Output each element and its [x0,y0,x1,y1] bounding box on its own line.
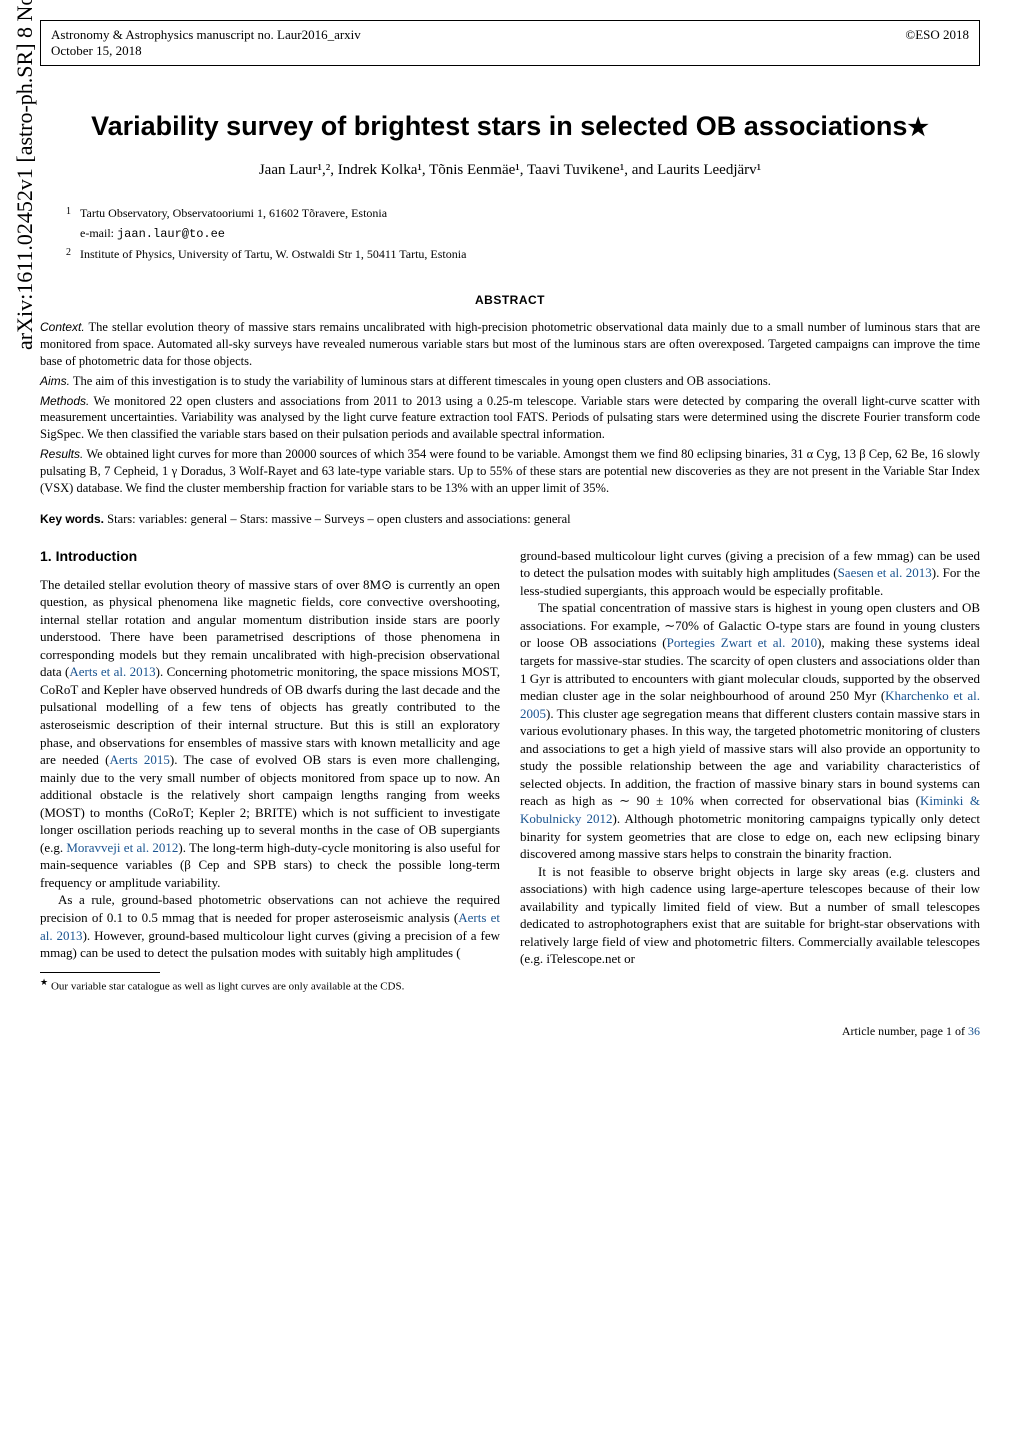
para-4: It is not feasible to observe bright obj… [520,863,980,968]
aims-label: Aims. [40,374,70,388]
affiliation-email: e-mail: jaan.laur@to.ee [80,224,980,243]
cite-aerts-2015[interactable]: Aerts 2015 [110,752,170,767]
page-total[interactable]: 36 [968,1024,980,1038]
paper-title: Variability survey of brightest stars in… [40,111,980,142]
arxiv-banner: arXiv:1611.02452v1 [astro-ph.SR] 8 Nov 2… [12,0,38,350]
methods-text: We monitored 22 open clusters and associ… [40,394,980,442]
column-right: ground-based multicolour light curves (g… [520,547,980,994]
abstract-context: Context. The stellar evolution theory of… [40,319,980,370]
email: jaan.laur@to.ee [117,227,225,241]
cite-aerts-2013[interactable]: Aerts et al. 2013 [69,664,155,679]
authors: Jaan Laur¹,², Indrek Kolka¹, Tõnis Eenmä… [40,162,980,179]
results-label: Results. [40,447,83,461]
affiliations: 1 Tartu Observatory, Observatooriumi 1, … [80,204,980,263]
para-3: The spatial concentration of massive sta… [520,599,980,862]
para-2-cont: ground-based multicolour light curves (g… [520,547,980,600]
para-2: As a rule, ground-based photometric obse… [40,891,500,961]
cite-portegies-2010[interactable]: Portegies Zwart et al. 2010 [667,635,818,650]
copyright: ©ESO 2018 [905,27,969,59]
affiliation-2: 2 Institute of Physics, University of Ta… [80,245,980,263]
footnote-text: Our variable star catalogue as well as l… [51,980,404,992]
p2a: As a rule, ground-based photometric obse… [40,892,500,925]
section-1-heading: 1. Introduction [40,547,500,566]
manuscript-id: Astronomy & Astrophysics manuscript no. … [51,27,361,43]
abstract-aims: Aims. The aim of this investigation is t… [40,373,980,390]
context-label: Context. [40,320,85,334]
para-1: The detailed stellar evolution theory of… [40,576,500,892]
abstract-heading: ABSTRACT [0,293,1020,307]
affil-text-1: Tartu Observatory, Observatooriumi 1, 61… [80,206,387,220]
page-number: Article number, page 1 of 36 [0,1024,980,1039]
manuscript-date: October 15, 2018 [51,43,361,59]
title-star-icon: ★ [907,114,929,141]
cite-moravveji-2012[interactable]: Moravveji et al. 2012 [66,840,178,855]
column-left: 1. Introduction The detailed stellar evo… [40,547,500,994]
p3c: ). This cluster age segregation means th… [520,706,980,809]
p4: It is not feasible to observe bright obj… [520,864,980,967]
footnote-separator [40,972,160,973]
header-bar: Astronomy & Astrophysics manuscript no. … [40,20,980,66]
header-left: Astronomy & Astrophysics manuscript no. … [51,27,361,59]
p2b: ). However, ground-based multicolour lig… [40,928,500,961]
page-prefix: Article number, page 1 of [842,1024,968,1038]
footnote: ★ Our variable star catalogue as well as… [40,977,500,994]
affil-text-2: Institute of Physics, University of Tart… [80,247,466,261]
aims-text: The aim of this investigation is to stud… [73,374,771,388]
affil-num-1: 1 [66,204,71,219]
context-text: The stellar evolution theory of massive … [40,320,980,368]
methods-label: Methods. [40,394,89,408]
affiliation-1: 1 Tartu Observatory, Observatooriumi 1, … [80,204,980,222]
keywords-text: Stars: variables: general – Stars: massi… [107,512,570,526]
title-text: Variability survey of brightest stars in… [91,111,907,141]
body-columns: 1. Introduction The detailed stellar evo… [40,547,980,994]
results-text: We obtained light curves for more than 2… [40,447,980,495]
footnote-star-icon: ★ [40,977,48,987]
abstract-methods: Methods. We monitored 22 open clusters a… [40,393,980,444]
cite-saesen-2013[interactable]: Saesen et al. 2013 [838,565,932,580]
affil-num-2: 2 [66,245,71,260]
abstract-body: Context. The stellar evolution theory of… [40,319,980,497]
keywords: Key words. Stars: variables: general – S… [40,512,980,527]
abstract-results: Results. We obtained light curves for mo… [40,446,980,497]
keywords-label: Key words. [40,512,104,526]
